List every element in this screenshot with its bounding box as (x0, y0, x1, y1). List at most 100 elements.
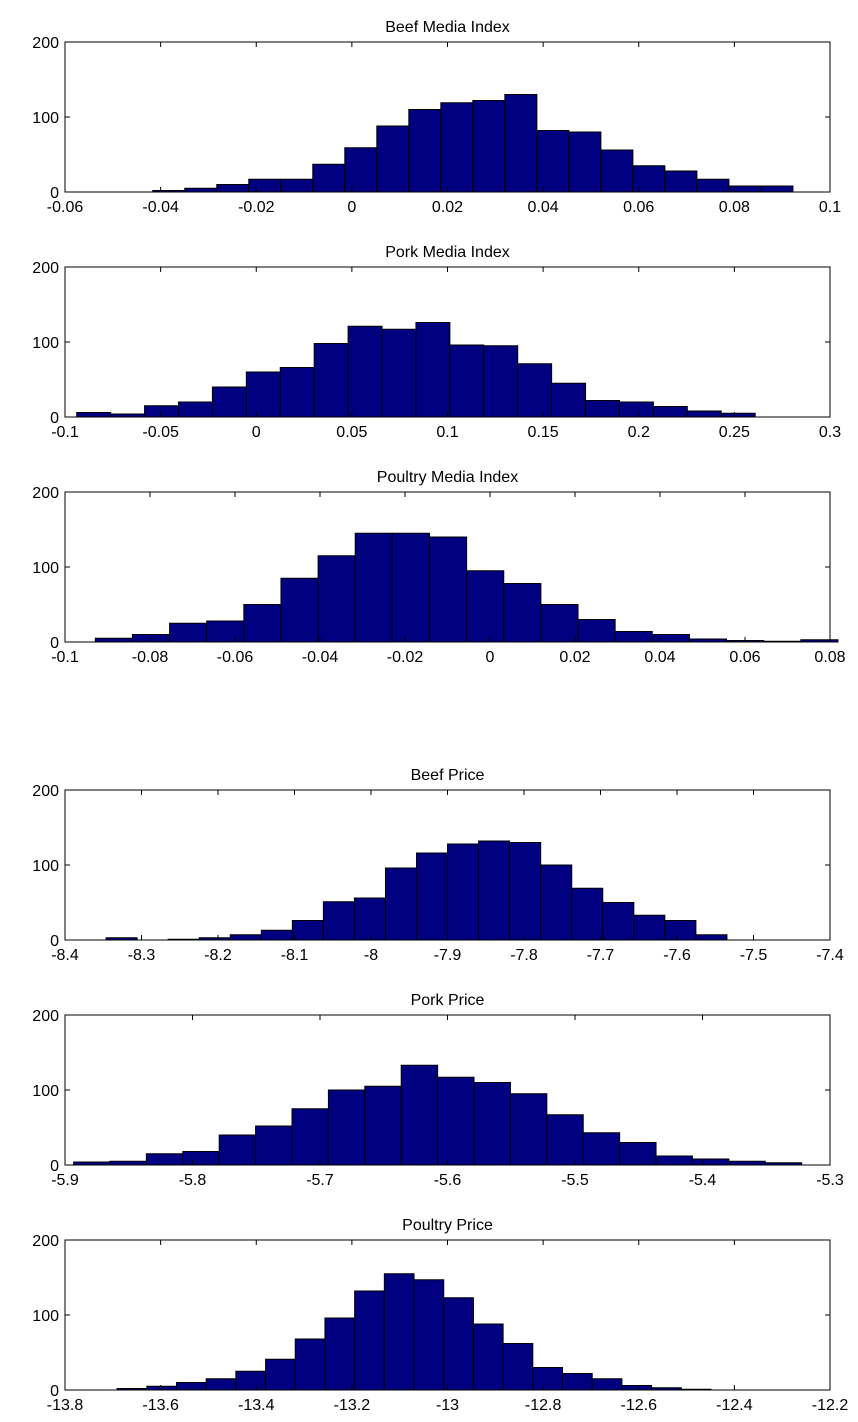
histogram-bar (720, 412, 756, 418)
histogram-bar (614, 631, 653, 643)
y-tick-label: 100 (32, 1083, 59, 1100)
histogram-bar (206, 620, 245, 643)
y-tick-label: 200 (32, 1233, 59, 1250)
y-tick-label: 200 (32, 260, 59, 277)
x-tick-label: -8.1 (281, 947, 309, 964)
histogram-bar (695, 934, 728, 941)
histogram-bar (502, 1343, 534, 1391)
histogram-bar (509, 1093, 548, 1166)
chart-title: Pork Price (411, 992, 485, 1009)
x-tick-label: -13.4 (238, 1397, 275, 1414)
histogram-bar (131, 634, 171, 643)
x-tick-label: -5.4 (689, 1172, 717, 1189)
histogram-bar (517, 363, 553, 418)
histogram-bar (728, 185, 762, 193)
x-tick-label: 0.1 (436, 424, 458, 441)
histogram-bar (383, 1273, 415, 1391)
histogram-bar (169, 622, 208, 643)
histogram-bar (312, 163, 346, 193)
x-tick-label: -13.2 (334, 1397, 371, 1414)
histogram-bar (364, 1085, 402, 1166)
histogram-bar (94, 637, 133, 643)
histogram-bar (582, 1132, 621, 1166)
x-tick-label: -0.02 (238, 199, 275, 216)
histogram-bar (651, 634, 690, 643)
x-tick-label: 0 (486, 649, 495, 666)
histogram-bar (415, 322, 451, 418)
x-tick-label: -8.2 (204, 947, 232, 964)
histogram-bar (229, 934, 262, 941)
histogram-bar (211, 386, 247, 418)
x-tick-label: -0.02 (387, 649, 424, 666)
x-tick-label: -5.6 (434, 1172, 462, 1189)
chart-title: Poultry Price (402, 1217, 493, 1234)
histogram-bar (353, 897, 386, 941)
x-tick-label: -5.7 (306, 1172, 334, 1189)
x-tick-label: -0.1 (51, 649, 79, 666)
x-tick-label: -0.1 (51, 424, 79, 441)
y-tick-label: 100 (32, 335, 59, 352)
histogram-bar (76, 412, 112, 418)
x-tick-label: -7.6 (663, 947, 691, 964)
x-tick-label: -12.4 (716, 1397, 753, 1414)
x-tick-label: -12.2 (812, 1397, 849, 1414)
histogram-bar (109, 1160, 147, 1166)
y-tick-label: 0 (50, 1158, 59, 1175)
histogram-bar (652, 406, 688, 418)
histogram-bar (618, 401, 654, 418)
histogram-bar (621, 1385, 653, 1391)
y-tick-label: 200 (32, 35, 59, 52)
y-tick-label: 100 (32, 110, 59, 127)
histogram-bar (344, 147, 378, 193)
histogram-bar (655, 1155, 693, 1166)
histogram-bar (205, 1378, 237, 1391)
histogram-bar (478, 840, 511, 941)
histogram-panel-3: -0.1 -0.08 -0.06 -0.04 -0.02 0 0.02 0.04 0.06 0.0… (32, 469, 845, 666)
histogram-bar (265, 1358, 296, 1391)
histogram-bar (686, 410, 722, 418)
histogram-bar (327, 1089, 366, 1166)
histogram-panel-6: -13.8 -13.6 -13.4 -13.2 -13 -12.8 -12.6 -12.4 -1… (32, 1217, 848, 1414)
x-tick-label: -7.9 (434, 947, 462, 964)
x-tick-label: 0.02 (432, 199, 463, 216)
histogram-bar (447, 843, 480, 941)
histogram-bar (536, 130, 570, 193)
histogram-bar (313, 343, 349, 418)
histogram-bar (280, 178, 314, 193)
histogram-bar (437, 1076, 475, 1166)
x-tick-label: 0.1 (819, 199, 841, 216)
histogram-bar (317, 555, 356, 643)
histogram-bar (381, 328, 417, 418)
histogram-bar (633, 914, 666, 941)
y-tick-label: 0 (50, 635, 59, 652)
x-tick-label: 0.08 (814, 649, 845, 666)
histogram-bar (354, 532, 393, 643)
histogram-bar (696, 178, 730, 193)
x-tick-label: -0.04 (302, 649, 339, 666)
histogram-bar (291, 1108, 329, 1166)
histogram-bar (279, 367, 315, 418)
histogram-bar (577, 619, 616, 643)
histogram-bar (551, 382, 587, 418)
chart-title: Beef Media Index (385, 19, 510, 36)
histogram-bar (760, 185, 794, 193)
histogram-bar (509, 842, 542, 941)
histogram-bar (428, 536, 468, 643)
histogram-bar (218, 1134, 257, 1166)
histogram-bar (619, 1142, 657, 1166)
histogram-bar (347, 325, 383, 418)
histogram-bar (146, 1385, 177, 1391)
histogram-bar (602, 902, 635, 941)
x-tick-label: 0 (347, 199, 356, 216)
x-tick-label: -0.06 (217, 649, 254, 666)
histogram-bar (664, 170, 698, 193)
x-tick-label: 0 (252, 424, 261, 441)
histogram-bar (235, 1370, 267, 1391)
histogram-bar (354, 1290, 385, 1391)
x-tick-label: -8.4 (51, 947, 79, 964)
x-tick-label: -0.05 (142, 424, 179, 441)
x-tick-label: -0.06 (47, 199, 84, 216)
x-tick-label: 0.04 (528, 199, 559, 216)
histogram-bar (443, 1297, 474, 1391)
x-tick-label: 0.2 (628, 424, 650, 441)
